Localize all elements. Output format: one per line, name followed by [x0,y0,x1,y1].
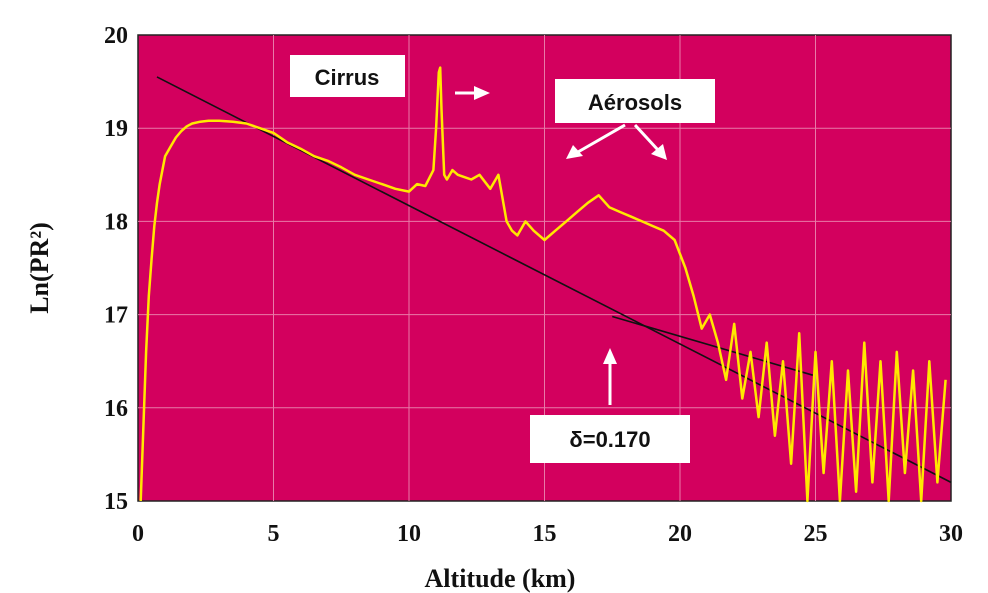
x-tick-label: 10 [397,521,421,547]
x-tick-label: 0 [132,521,144,547]
annotation-box-delta [530,415,690,463]
series-line [139,66,947,503]
x-tick-labels: 0 5 10 15 20 25 30 [132,521,963,547]
y-tick-label: 17 [104,303,128,329]
arrow-delta [603,348,617,405]
x-tick-label: 15 [533,521,557,547]
x-tick-label: 20 [668,521,692,547]
annotation-cirrus: Cirrus [290,55,405,97]
y-tick-label: 19 [104,116,128,142]
x-tick-label: 25 [804,521,828,547]
x-axis-title: Altitude (km) [425,564,576,593]
annotation-delta: δ=0.170 [530,415,690,463]
y-axis-title: Ln(PR²) [25,222,54,314]
y-tick-labels: 15 16 17 18 19 20 [104,23,128,515]
y-tick-label: 16 [104,396,128,422]
y-tick-label: 18 [104,209,128,235]
annotation-box-cirrus [290,55,405,97]
annotation-label-delta: δ=0.170 [569,427,650,452]
arrow-cirrus [455,86,490,100]
arrow-aerosols-left [566,123,626,159]
annotation-label-cirrus: Cirrus [315,65,380,90]
y-tick-label: 15 [104,489,128,515]
x-tick-label: 30 [939,521,963,547]
arrow-aerosols-right [633,123,667,160]
y-tick-label: 20 [104,23,128,49]
x-tick-label: 5 [268,521,280,547]
fit-line [612,315,814,376]
annotation-box-aerosols [555,79,715,123]
annotation-label-aerosols: Aérosols [588,90,682,115]
annotation-aerosols: Aérosols [555,79,715,123]
